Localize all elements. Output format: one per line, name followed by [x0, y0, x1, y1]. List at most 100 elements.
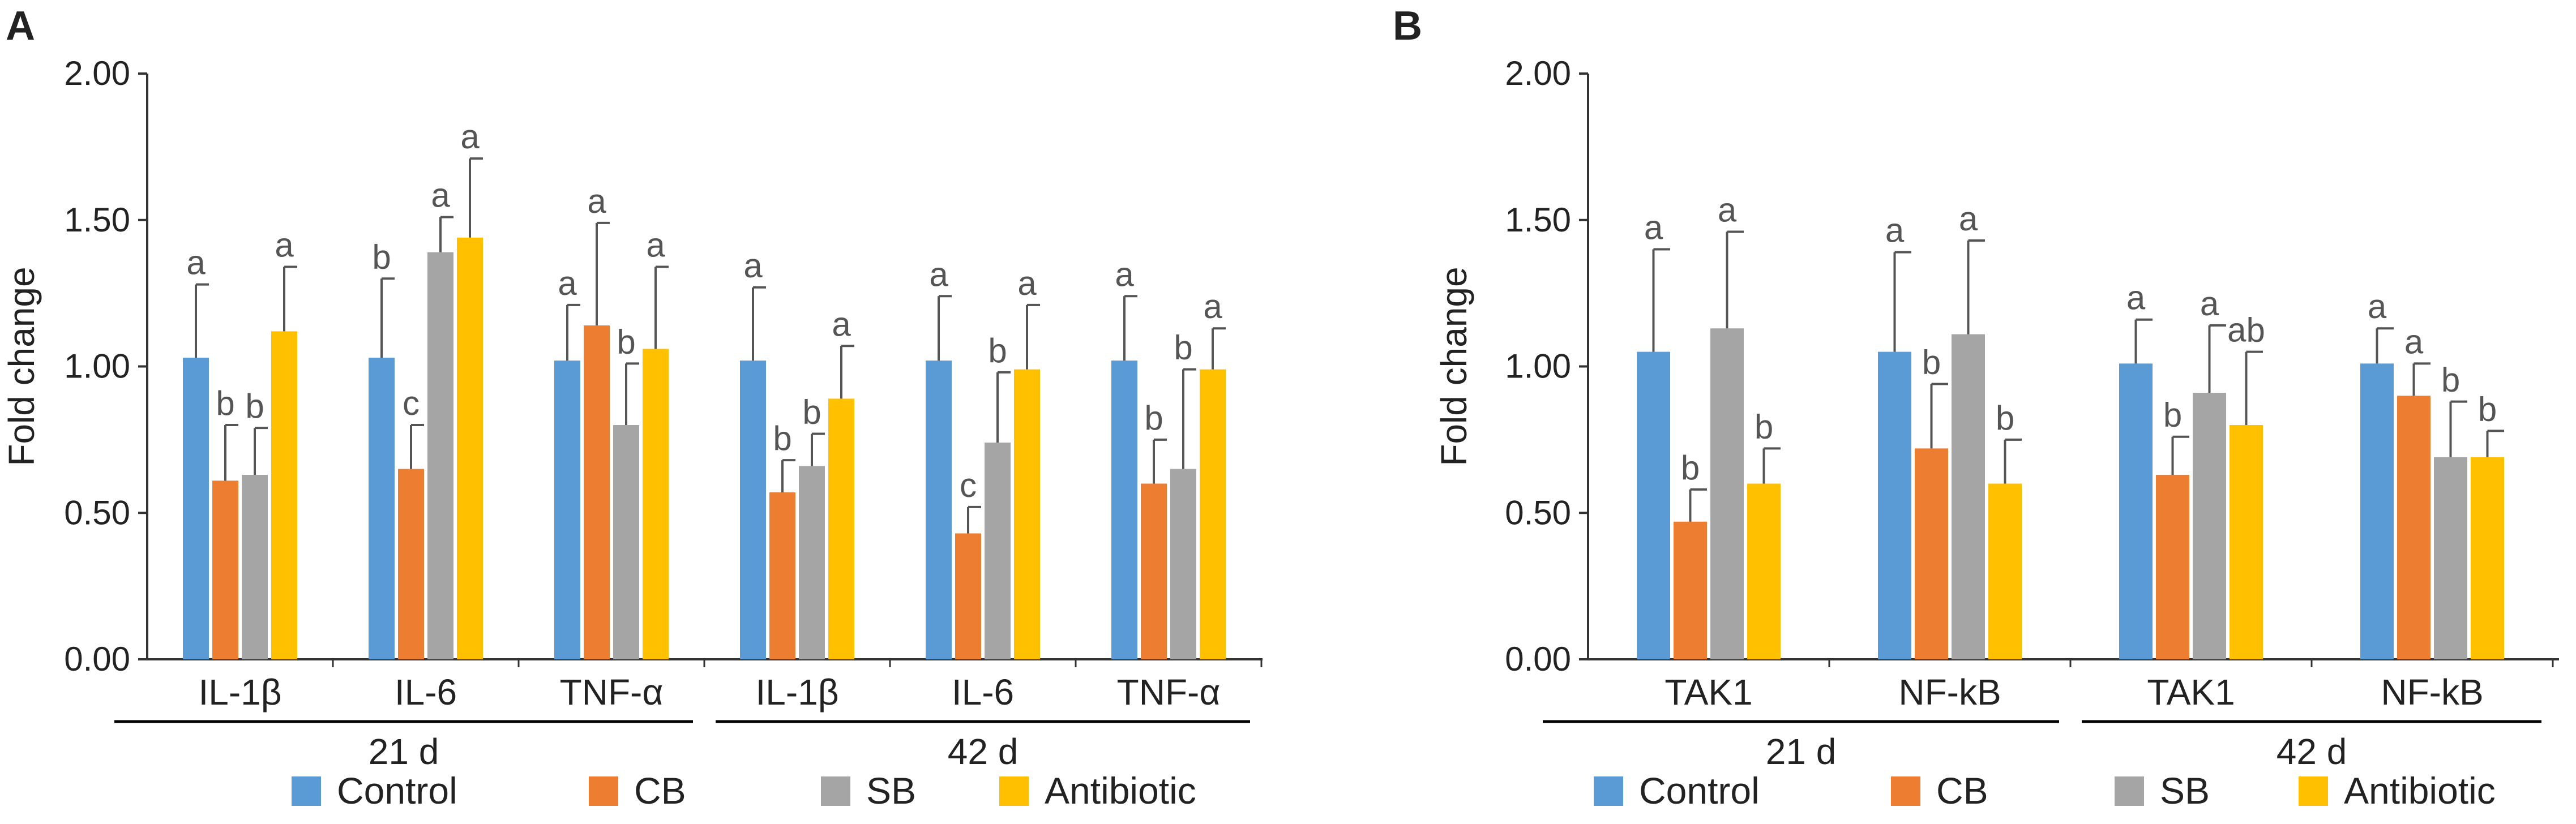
- bar-cb-1: [398, 469, 424, 659]
- y-tick-label: 1.50: [1505, 201, 1571, 239]
- bar-antibiotic-0: [271, 331, 297, 659]
- significance-letter: a: [275, 226, 294, 264]
- y-tick-label: 0.50: [1505, 493, 1571, 531]
- significance-letter: a: [743, 247, 763, 285]
- significance-letter: b: [1996, 399, 2014, 437]
- significance-letter: b: [2163, 396, 2182, 434]
- y-tick-label: 1.00: [64, 347, 130, 385]
- bar-control-4: [926, 360, 952, 659]
- bar-sb-0: [1710, 328, 1744, 659]
- panel-label: A: [6, 3, 35, 49]
- significance-letter: a: [1203, 287, 1222, 325]
- bar-sb-5: [1170, 469, 1196, 659]
- bar-control-2: [554, 360, 580, 659]
- significance-letter: a: [2126, 279, 2146, 317]
- bar-antibiotic-5: [1200, 369, 1226, 659]
- legend-label: Control: [337, 770, 457, 812]
- significance-letter: a: [1017, 264, 1037, 302]
- legend-swatch-cb: [1891, 776, 1920, 806]
- y-tick-label: 0.00: [64, 640, 130, 678]
- bar-antibiotic-0: [1747, 483, 1781, 659]
- bar-sb-3: [2434, 457, 2467, 659]
- legend-label: CB: [634, 770, 686, 812]
- bar-sb-2: [2193, 393, 2226, 659]
- legend-swatch-antibiotic: [999, 776, 1029, 806]
- significance-letter: a: [558, 264, 577, 302]
- group-label: 42 d: [948, 731, 1019, 772]
- legend-label: Control: [1639, 770, 1760, 812]
- bar-antibiotic-2: [643, 349, 669, 659]
- significance-letter: a: [832, 305, 851, 343]
- y-tick-label: 2.00: [64, 54, 130, 92]
- significance-letter: a: [2368, 287, 2387, 325]
- bar-cb-0: [1674, 521, 1707, 659]
- legend-label: Antibiotic: [2344, 770, 2496, 812]
- significance-letter: a: [646, 226, 665, 264]
- bar-control-5: [1111, 360, 1137, 659]
- bar-control-0: [1637, 351, 1670, 659]
- y-tick-label: 2.00: [1505, 54, 1571, 92]
- legend-label: SB: [2160, 770, 2210, 812]
- significance-letter: b: [1144, 399, 1163, 437]
- bar-control-1: [1878, 351, 1911, 659]
- significance-letter: b: [245, 387, 264, 425]
- bar-control-3: [740, 360, 766, 659]
- significance-letter: c: [960, 466, 977, 504]
- y-axis-title: Fold change: [1434, 267, 1474, 466]
- category-label: IL-1β: [198, 672, 281, 713]
- category-label: IL-6: [952, 672, 1014, 713]
- legend-swatch-control: [292, 776, 321, 806]
- category-label: TAK1: [2147, 672, 2235, 713]
- group-label: 21 d: [369, 731, 439, 772]
- bar-control-0: [183, 357, 209, 659]
- y-tick-label: 0.50: [64, 493, 130, 531]
- significance-letter: a: [2404, 323, 2424, 360]
- significance-letter: ab: [2227, 311, 2265, 349]
- category-label: TNF-α: [1117, 672, 1221, 713]
- bar-antibiotic-4: [1014, 369, 1040, 659]
- significance-letter: b: [1922, 344, 1941, 381]
- bar-cb-2: [584, 325, 610, 659]
- bar-antibiotic-3: [828, 398, 854, 659]
- bar-cb-2: [2156, 474, 2189, 659]
- significance-letter: b: [988, 332, 1007, 370]
- bar-cb-5: [1141, 483, 1167, 659]
- bar-sb-0: [242, 474, 268, 659]
- bar-cb-4: [955, 533, 981, 659]
- bar-sb-1: [1952, 334, 1985, 659]
- legend-label: SB: [866, 770, 916, 812]
- significance-letter: b: [617, 323, 635, 360]
- legend-label: Antibiotic: [1045, 770, 1196, 812]
- significance-letter: a: [1718, 191, 1737, 229]
- significance-letter: a: [1644, 209, 1663, 247]
- significance-letter: b: [1755, 407, 1773, 445]
- significance-letter: c: [403, 384, 420, 422]
- legend-swatch-cb: [589, 776, 618, 806]
- category-label: TAK1: [1664, 672, 1752, 713]
- significance-letter: a: [929, 255, 948, 293]
- category-label: IL-1β: [755, 672, 838, 713]
- y-axis-title: Fold change: [1, 267, 42, 466]
- y-tick-label: 0.00: [1505, 640, 1571, 678]
- legend-swatch-sb: [821, 776, 850, 806]
- significance-letter: a: [1959, 200, 1978, 238]
- legend-swatch-control: [1594, 776, 1623, 806]
- significance-letter: b: [802, 393, 821, 431]
- group-label: 21 d: [1766, 731, 1837, 772]
- significance-letter: b: [1681, 449, 1700, 487]
- bar-sb-2: [613, 425, 639, 659]
- significance-letter: a: [431, 177, 450, 214]
- significance-letter: b: [2478, 390, 2497, 428]
- significance-letter: a: [460, 118, 480, 156]
- category-label: NF-kB: [2381, 672, 2483, 713]
- legend-swatch-sb: [2115, 776, 2144, 806]
- bar-sb-1: [427, 252, 453, 659]
- bar-cb-3: [2397, 396, 2430, 659]
- category-label: IL-6: [395, 672, 457, 713]
- bar-antibiotic-3: [2471, 457, 2504, 659]
- group-label: 42 d: [2277, 731, 2347, 772]
- bar-antibiotic-1: [457, 237, 483, 659]
